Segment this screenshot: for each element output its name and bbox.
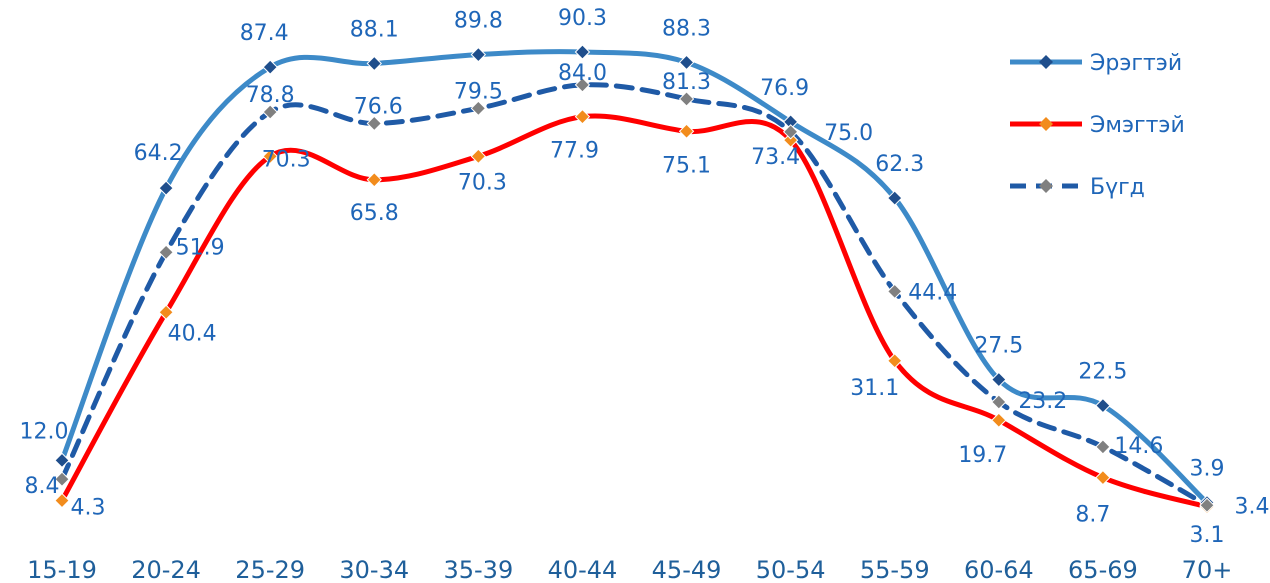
data-label: 75.0 <box>824 121 873 146</box>
data-label: 3.9 <box>1190 457 1225 482</box>
legend-label: Эмэгтэй <box>1090 113 1185 138</box>
data-label: 79.5 <box>454 79 503 104</box>
data-label: 8.4 <box>25 474 60 499</box>
point-marker <box>1199 497 1215 513</box>
point-marker <box>782 124 799 140</box>
data-label: 3.4 <box>1235 494 1270 519</box>
x-tick-label: 15-19 <box>27 556 97 583</box>
data-label: 77.9 <box>550 139 599 164</box>
legend-label: Эрэгтэй <box>1090 51 1182 76</box>
x-tick-label: 35-39 <box>443 556 513 583</box>
point-marker <box>470 46 487 63</box>
data-label: 12.0 <box>20 419 69 444</box>
data-label: 87.4 <box>240 21 289 46</box>
point-marker <box>887 283 903 300</box>
data-label: 84.0 <box>558 61 607 86</box>
data-label: 78.8 <box>246 83 295 108</box>
point-marker <box>470 148 487 165</box>
point-marker <box>678 123 695 139</box>
data-label: 8.7 <box>1075 503 1110 528</box>
point-marker <box>262 148 278 165</box>
point-marker <box>887 190 903 206</box>
point-marker <box>366 115 382 132</box>
data-label: 70.3 <box>458 170 507 195</box>
data-label: 23.2 <box>1018 389 1067 414</box>
x-tick-label: 20-24 <box>131 556 201 583</box>
data-label: 3.1 <box>1190 523 1225 548</box>
data-label: 75.1 <box>662 153 711 178</box>
legend: Эрэгтэй Эмэгтэй Бүгд <box>1010 51 1185 200</box>
legend-marker <box>1039 179 1053 193</box>
x-tick-label: 60-64 <box>964 556 1034 583</box>
data-label: 90.3 <box>558 6 607 31</box>
point-marker <box>574 108 591 125</box>
x-tick-label: 70+ <box>1182 556 1233 583</box>
point-marker <box>54 492 70 509</box>
point-marker <box>366 172 382 188</box>
data-label: 73.4 <box>751 145 800 170</box>
series-line-0 <box>59 49 1210 506</box>
data-label: 88.1 <box>350 17 399 42</box>
series-lines <box>59 49 1210 510</box>
point-marker <box>262 59 278 75</box>
point-marker <box>54 471 70 487</box>
legend-label: Бүгд <box>1090 175 1145 200</box>
x-tick-label: 55-59 <box>860 556 930 583</box>
data-label: 88.3 <box>662 16 711 41</box>
data-label: 4.3 <box>71 496 106 521</box>
point-marker <box>54 452 70 469</box>
data-label: 81.3 <box>662 70 711 95</box>
point-marker <box>574 44 591 60</box>
data-label: 51.9 <box>176 235 225 260</box>
point-marker <box>887 353 903 369</box>
point-marker <box>991 394 1007 410</box>
series-markers <box>54 44 1215 515</box>
data-label: 40.4 <box>168 321 217 346</box>
data-label: 62.3 <box>875 152 924 177</box>
data-label: 76.9 <box>760 76 809 101</box>
point-marker <box>678 54 695 71</box>
point-marker <box>1095 469 1111 486</box>
data-label: 64.2 <box>134 141 183 166</box>
x-tick-label: 40-44 <box>548 556 618 583</box>
data-label: 65.8 <box>350 201 399 226</box>
data-label: 44.4 <box>908 280 957 305</box>
point-marker <box>991 371 1007 388</box>
data-label: 89.8 <box>454 9 503 34</box>
x-tick-label: 25-29 <box>235 556 305 583</box>
x-axis-ticks: 15-19 20-24 25-29 30-34 35-39 40-44 45-49 50-54… <box>27 556 1232 583</box>
point-marker <box>1095 397 1111 414</box>
point-marker <box>262 104 278 120</box>
data-label: 76.6 <box>354 94 403 119</box>
data-label: 14.6 <box>1114 434 1163 459</box>
data-label: 22.5 <box>1078 360 1127 385</box>
x-tick-label: 65-69 <box>1068 556 1138 583</box>
point-marker <box>678 91 695 107</box>
point-marker <box>366 55 382 72</box>
point-marker <box>470 100 487 117</box>
point-marker <box>1095 439 1111 455</box>
legend-marker <box>1039 117 1053 131</box>
legend-marker <box>1039 55 1053 69</box>
point-marker <box>158 244 174 260</box>
x-tick-label: 50-54 <box>756 556 826 583</box>
data-labels: 12.0 64.2 87.4 88.1 89.8 90.3 88.3 76.9 62.3 27.5… <box>20 6 1270 548</box>
point-marker <box>574 77 591 93</box>
series-line-1 <box>59 113 1210 510</box>
data-label: 31.1 <box>850 376 899 401</box>
x-tick-label: 45-49 <box>652 556 722 583</box>
x-tick-label: 30-34 <box>339 556 409 583</box>
data-label: 27.5 <box>974 334 1023 359</box>
point-marker <box>158 304 174 320</box>
point-marker <box>991 412 1007 428</box>
data-label: 70.3 <box>262 147 311 172</box>
data-label: 19.7 <box>958 443 1007 468</box>
point-marker <box>158 180 174 196</box>
point-marker <box>782 132 799 148</box>
